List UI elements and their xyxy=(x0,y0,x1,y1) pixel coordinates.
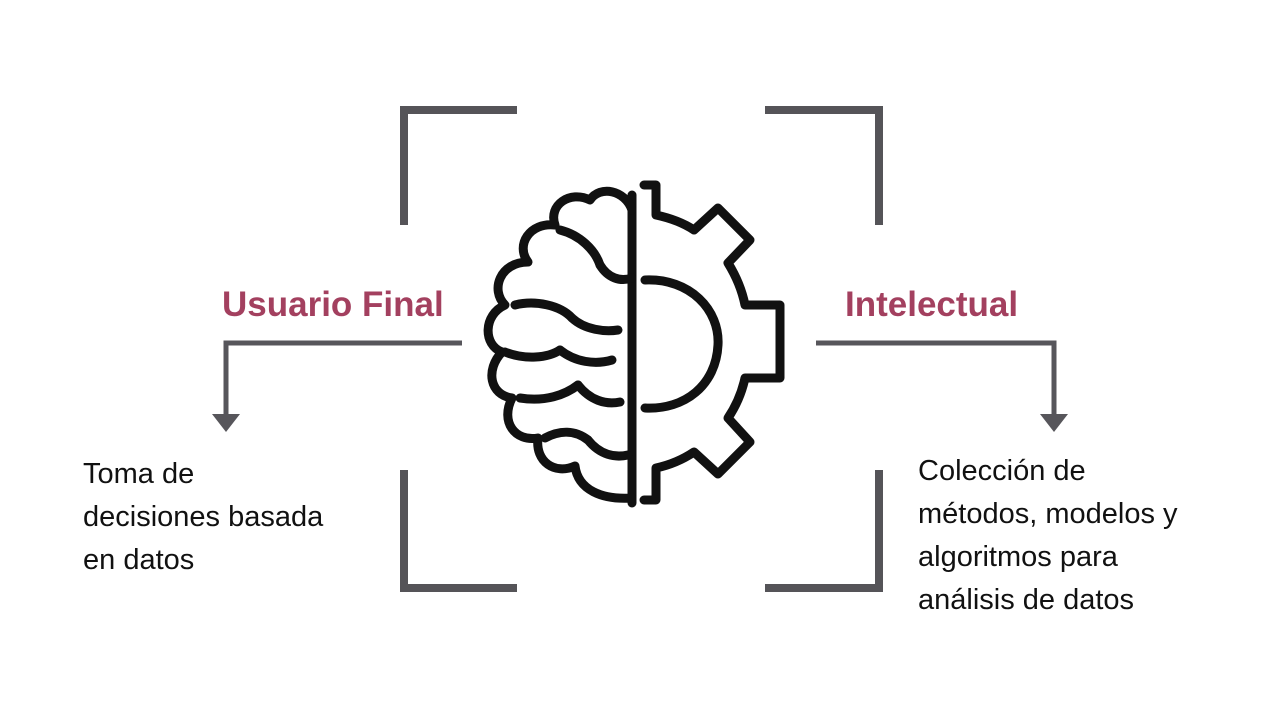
right-description: Colección de métodos, modelos y algoritm… xyxy=(918,455,1178,616)
bracket-bottom-left xyxy=(400,470,517,592)
bracket-top-left xyxy=(400,106,517,225)
right-arrow xyxy=(816,340,1068,432)
left-arrow xyxy=(212,340,462,432)
left-description: Toma de decisiones basada en datos xyxy=(83,458,324,576)
frame-brackets xyxy=(400,106,883,592)
bracket-top-right xyxy=(765,106,883,225)
right-title: Intelectual xyxy=(845,285,1019,324)
bracket-bottom-right xyxy=(765,470,883,592)
brain-gear-icon xyxy=(483,180,785,508)
left-title: Usuario Final xyxy=(222,285,444,324)
